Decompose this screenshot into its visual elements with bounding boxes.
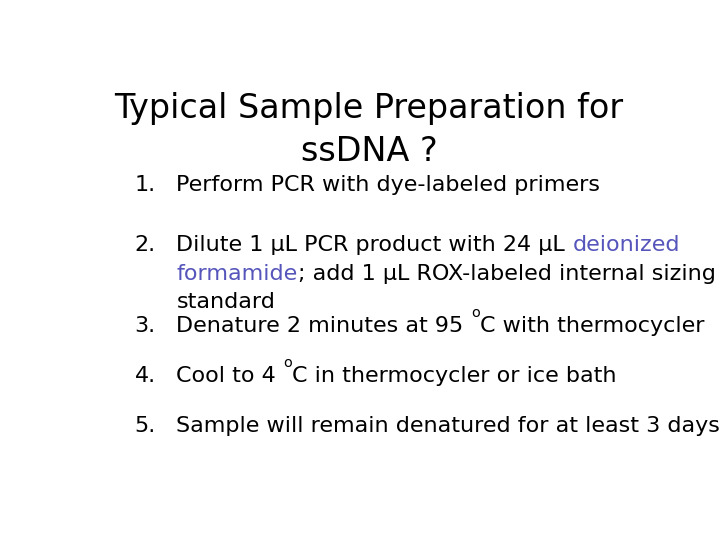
Text: Sample will remain denatured for at least 3 days: Sample will remain denatured for at leas… [176,416,720,436]
Text: 4.: 4. [135,366,156,386]
Text: o: o [471,306,480,320]
Text: Dilute 1 μL PCR product with 24 μL: Dilute 1 μL PCR product with 24 μL [176,235,572,255]
Text: formamide: formamide [176,264,298,284]
Text: 2.: 2. [135,235,156,255]
Text: Cool to 4: Cool to 4 [176,366,284,386]
Text: 5.: 5. [135,416,156,436]
Text: 1.: 1. [135,175,156,195]
Text: C in thermocycler or ice bath: C in thermocycler or ice bath [292,366,616,386]
Text: Typical Sample Preparation for
ssDNA ?: Typical Sample Preparation for ssDNA ? [114,92,624,168]
Text: o: o [284,355,292,369]
Text: 3.: 3. [135,316,156,336]
Text: Denature 2 minutes at 95: Denature 2 minutes at 95 [176,316,471,336]
Text: ; add 1 μL ROX-labeled internal sizing: ; add 1 μL ROX-labeled internal sizing [298,264,716,284]
Text: Perform PCR with dye-labeled primers: Perform PCR with dye-labeled primers [176,175,600,195]
Text: deionized: deionized [572,235,680,255]
Text: standard: standard [176,292,275,312]
Text: C with thermocycler: C with thermocycler [480,316,704,336]
